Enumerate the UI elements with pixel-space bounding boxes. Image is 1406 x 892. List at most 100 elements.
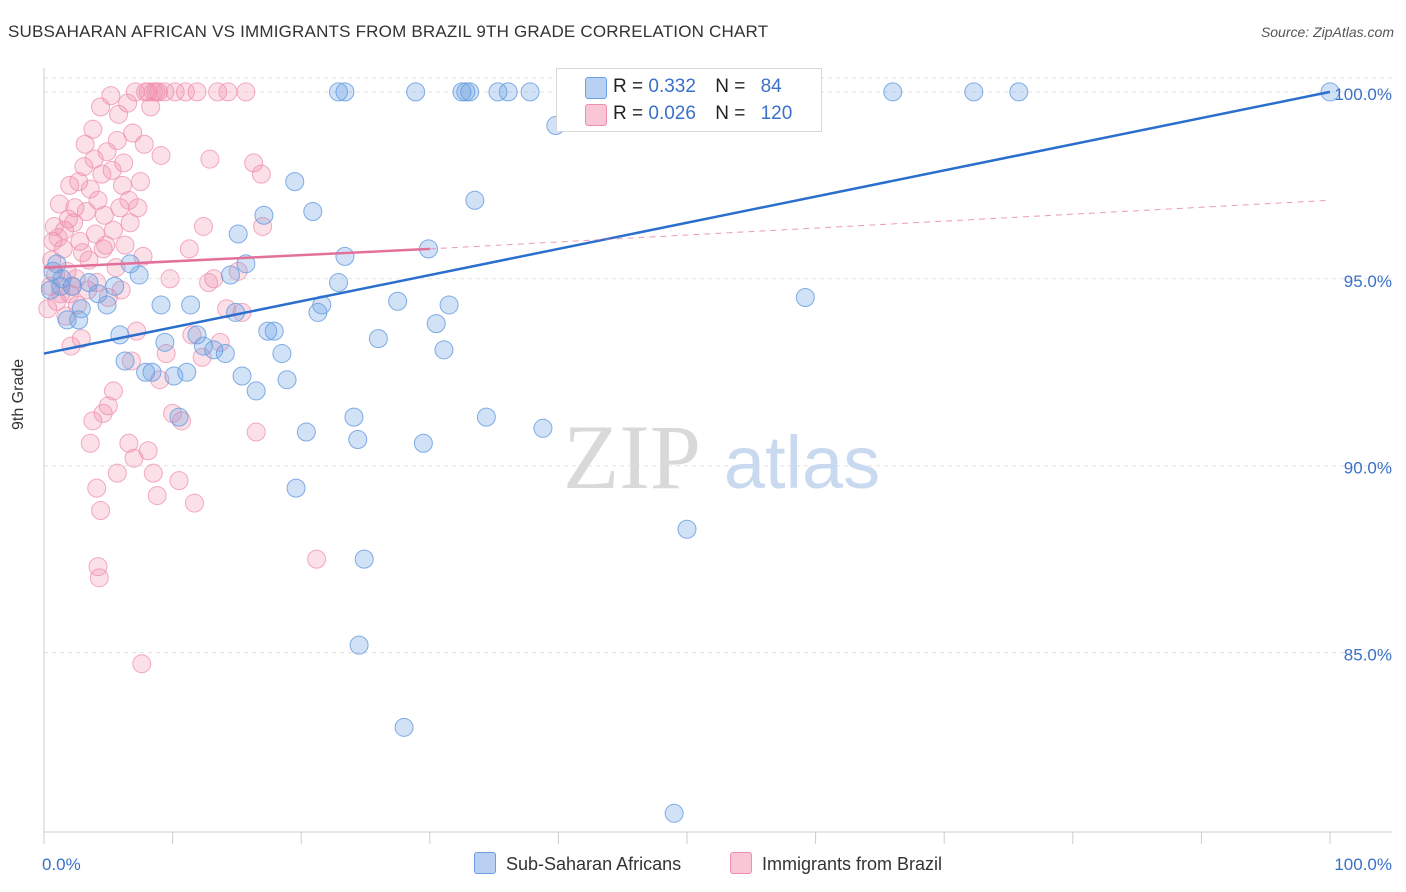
legend-r-value-1: 0.332: [648, 76, 696, 97]
legend-swatch-pink: [585, 104, 607, 126]
stats-legend: R = 0.332 N = 84 R = 0.026 N = 120: [556, 68, 822, 132]
subsaharan-point-24: [204, 340, 224, 360]
x-tick-label-1: 100.0%: [1334, 855, 1392, 874]
subsaharan-point-19: [169, 407, 189, 427]
brazil-point-96: [119, 433, 139, 453]
tick-labels: 85.0% 90.0% 95.0% 100.0% 0.0% 100.0%: [42, 85, 1392, 874]
subsaharan-point-11: [129, 265, 149, 285]
brazil-point-23: [71, 329, 91, 349]
subsaharan-point-50: [394, 717, 414, 737]
subsaharan-point-28: [236, 254, 256, 274]
brazil-point-17: [64, 213, 84, 233]
subsaharan-point-64: [335, 82, 355, 102]
subsaharan-point-51: [413, 433, 433, 453]
subsaharan-point-16: [151, 295, 171, 315]
brazil-point-90: [103, 381, 123, 401]
legend-row-1: R = 0.332 N = 84: [613, 76, 782, 98]
subsaharan-point-33: [264, 321, 284, 341]
subsaharan-point-21: [181, 295, 201, 315]
legend-row-2: R = 0.026 N = 120: [613, 103, 792, 125]
brazil-point-116: [96, 235, 116, 255]
brazil-point-107: [91, 501, 111, 521]
brazil-point-22: [70, 231, 90, 251]
subsaharan-point-34: [272, 344, 292, 364]
subsaharan-point-57: [533, 418, 553, 438]
brazil-point-70: [179, 239, 199, 259]
legend-swatch-blue: [585, 77, 607, 99]
brazil-point-54: [123, 123, 143, 143]
brazil-point-95: [107, 463, 127, 483]
brazil-point-105: [147, 486, 167, 506]
brazil-point-93: [83, 411, 103, 431]
brazil-point-53: [120, 213, 140, 233]
subsaharan-point-39: [303, 202, 323, 222]
brazil-point-72: [193, 216, 213, 236]
brazil-point-37: [93, 239, 113, 259]
subsaharan-point-74: [964, 82, 984, 102]
y-tick-label-0: 85.0%: [1344, 646, 1392, 665]
y-tick-label-3: 100.0%: [1334, 85, 1392, 104]
x-tick-label-0: 0.0%: [42, 855, 81, 874]
subsaharan-point-46: [354, 549, 374, 569]
subsaharan-point-63: [328, 82, 348, 102]
subsaharan-point-25: [215, 344, 235, 364]
brazil-point-109: [89, 568, 109, 588]
brazil-point-43: [103, 220, 123, 240]
y-axis-label: 9th Grade: [10, 358, 27, 430]
subsaharan-point-61: [664, 803, 684, 823]
brazil-point-112: [307, 549, 327, 569]
subsaharan-point-14: [136, 362, 156, 382]
subsaharan-point-75: [1009, 82, 1029, 102]
bottom-legend-label-1: Sub-Saharan Africans: [506, 854, 682, 874]
brazil-point-61: [141, 97, 161, 117]
brazil-point-41: [101, 86, 121, 106]
brazil-point-42: [102, 160, 122, 180]
brazil-point-89: [127, 321, 147, 341]
series-brazil-points: [38, 82, 327, 674]
bottom-swatch-pink: [730, 852, 752, 874]
brazil-point-26: [76, 202, 96, 222]
subsaharan-point-1: [51, 276, 71, 296]
subsaharan-point-38: [296, 422, 316, 442]
watermark-zip: ZIP: [563, 406, 701, 508]
subsaharan-point-73: [883, 82, 903, 102]
legend-r-value-2: 0.026: [648, 103, 696, 124]
source-label: Source: ZipAtlas.com: [1260, 24, 1394, 40]
brazil-point-110: [132, 654, 152, 674]
brazil-point-66: [155, 82, 175, 102]
subsaharan-point-83: [43, 261, 63, 281]
brazil-point-3: [43, 231, 63, 251]
subsaharan-point-70: [498, 82, 518, 102]
brazil-point-57: [130, 172, 150, 192]
brazil-point-60: [138, 82, 158, 102]
brazil-point-56: [128, 198, 148, 218]
subsaharan-point-42: [328, 273, 348, 293]
subsaharan-point-12: [110, 325, 130, 345]
subsaharan-point-54: [439, 295, 459, 315]
brazil-point-73: [200, 149, 220, 169]
brazil-point-71: [187, 82, 207, 102]
brazil-point-82: [182, 325, 202, 345]
axes: [43, 68, 1392, 844]
subsaharan-point-69: [488, 82, 508, 102]
legend-r-label-2: R =: [613, 103, 644, 124]
brazil-point-75: [218, 82, 238, 102]
subsaharan-point-45: [348, 430, 368, 450]
bottom-legend-series1: Sub-Saharan Africans: [474, 852, 681, 875]
subsaharan-point-2: [40, 280, 60, 300]
subsaharan-point-62: [795, 287, 815, 307]
subsaharan-point-4: [57, 310, 77, 330]
subsaharan-point-37: [285, 172, 305, 192]
subsaharan-point-56: [465, 190, 485, 210]
watermark-atlas: atlas: [724, 421, 880, 504]
brazil-point-99: [143, 463, 163, 483]
brazil-point-36: [92, 164, 112, 184]
brazil-point-7: [49, 194, 69, 214]
brazil-point-106: [87, 478, 107, 498]
brazil-point-30: [83, 119, 103, 139]
brazil-point-117: [111, 280, 131, 300]
brazil-point-92: [93, 403, 113, 423]
subsaharan-point-68: [460, 82, 480, 102]
legend-n-label-1: N =: [715, 76, 746, 97]
y-tick-label-2: 95.0%: [1344, 272, 1392, 291]
